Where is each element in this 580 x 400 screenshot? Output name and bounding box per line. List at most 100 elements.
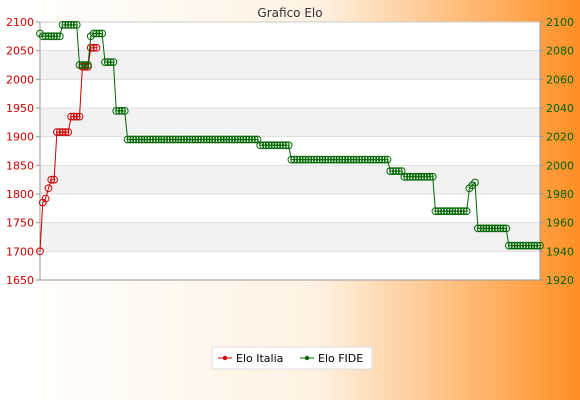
data-point	[236, 135, 245, 144]
data-point	[81, 61, 90, 69]
data-point	[86, 43, 95, 52]
data-point	[194, 135, 203, 144]
data-point	[53, 128, 61, 137]
y-right-tick-label: 1960	[546, 217, 574, 230]
legend-label: Elo FIDE	[318, 352, 363, 365]
data-point	[239, 135, 248, 144]
data-point	[502, 224, 511, 233]
data-point	[386, 167, 395, 176]
data-point	[507, 241, 516, 250]
data-point	[499, 224, 508, 233]
data-point	[103, 58, 112, 66]
chart-legend: Elo Italia Elo FIDE	[211, 346, 373, 370]
grid-band	[40, 50, 540, 80]
data-point	[448, 207, 457, 216]
data-point	[372, 155, 381, 164]
plot-area: 1650 1700 1750 1800 1850 1900 1950 2000 2050 2100…	[6, 16, 574, 287]
data-point	[55, 128, 64, 137]
data-point	[135, 135, 143, 144]
data-point	[188, 135, 197, 144]
legend-swatch-marker	[304, 355, 310, 361]
data-point	[409, 172, 417, 181]
data-point	[177, 135, 186, 144]
data-point	[296, 155, 304, 164]
data-point	[307, 155, 316, 164]
data-point	[267, 141, 276, 150]
data-point	[516, 241, 525, 250]
data-point	[346, 155, 355, 164]
data-point	[474, 224, 482, 233]
data-point	[276, 141, 285, 150]
legend-swatch-marker	[222, 355, 228, 361]
data-point	[324, 155, 333, 164]
data-point	[454, 207, 463, 216]
data-point	[143, 135, 152, 144]
data-point	[163, 135, 172, 144]
data-point	[72, 21, 81, 29]
data-point	[183, 135, 191, 144]
grid-band	[40, 251, 540, 280]
data-point	[363, 155, 372, 164]
data-point	[380, 155, 389, 164]
data-point	[197, 135, 205, 144]
data-point	[536, 241, 544, 250]
data-point	[168, 135, 177, 144]
data-point	[284, 141, 293, 150]
data-point	[132, 135, 140, 144]
data-point	[70, 112, 78, 121]
data-point	[160, 135, 169, 144]
data-point	[50, 32, 58, 41]
data-point	[352, 155, 361, 164]
data-point	[75, 61, 84, 69]
data-point	[462, 207, 471, 216]
data-point	[126, 135, 135, 144]
data-point	[442, 207, 451, 216]
data-point	[157, 135, 166, 144]
data-point	[315, 155, 324, 164]
y-left-tick-label: 2100	[6, 16, 34, 29]
data-point	[287, 155, 296, 164]
data-point	[64, 21, 73, 29]
y-right-tick-label: 2100	[546, 16, 574, 29]
y-right-tick-label: 2040	[546, 102, 574, 115]
data-point	[369, 155, 378, 164]
data-point	[344, 155, 352, 164]
data-point	[67, 21, 75, 29]
y-right-tick-label: 2080	[546, 45, 574, 58]
y-right-tick-label: 2000	[546, 159, 574, 172]
data-point	[361, 155, 369, 164]
data-point	[318, 155, 327, 164]
data-point	[476, 224, 485, 233]
data-point	[38, 198, 47, 207]
legend-box	[211, 346, 373, 370]
data-point	[58, 128, 67, 137]
data-point	[420, 172, 429, 181]
data-point	[202, 135, 211, 144]
data-point	[250, 135, 259, 144]
data-point	[72, 112, 81, 121]
data-point	[377, 155, 386, 164]
data-point	[530, 241, 539, 250]
data-point	[222, 135, 231, 144]
data-point	[174, 135, 183, 144]
data-point	[256, 141, 265, 150]
data-point	[137, 135, 146, 144]
data-point	[279, 141, 287, 150]
y-right-tick-label: 1940	[546, 245, 574, 258]
data-point	[55, 32, 64, 41]
data-point	[61, 128, 70, 137]
data-point	[92, 29, 101, 38]
series-line	[39, 24, 540, 247]
data-point	[335, 155, 344, 164]
y-left-tick-label: 1950	[6, 102, 34, 115]
y-left-tick-label: 2000	[6, 73, 34, 86]
data-point	[50, 175, 58, 184]
data-point	[312, 155, 321, 164]
data-point	[425, 172, 434, 181]
data-point	[219, 135, 228, 144]
data-point	[533, 241, 542, 250]
data-point	[406, 172, 415, 181]
data-point	[434, 207, 443, 216]
